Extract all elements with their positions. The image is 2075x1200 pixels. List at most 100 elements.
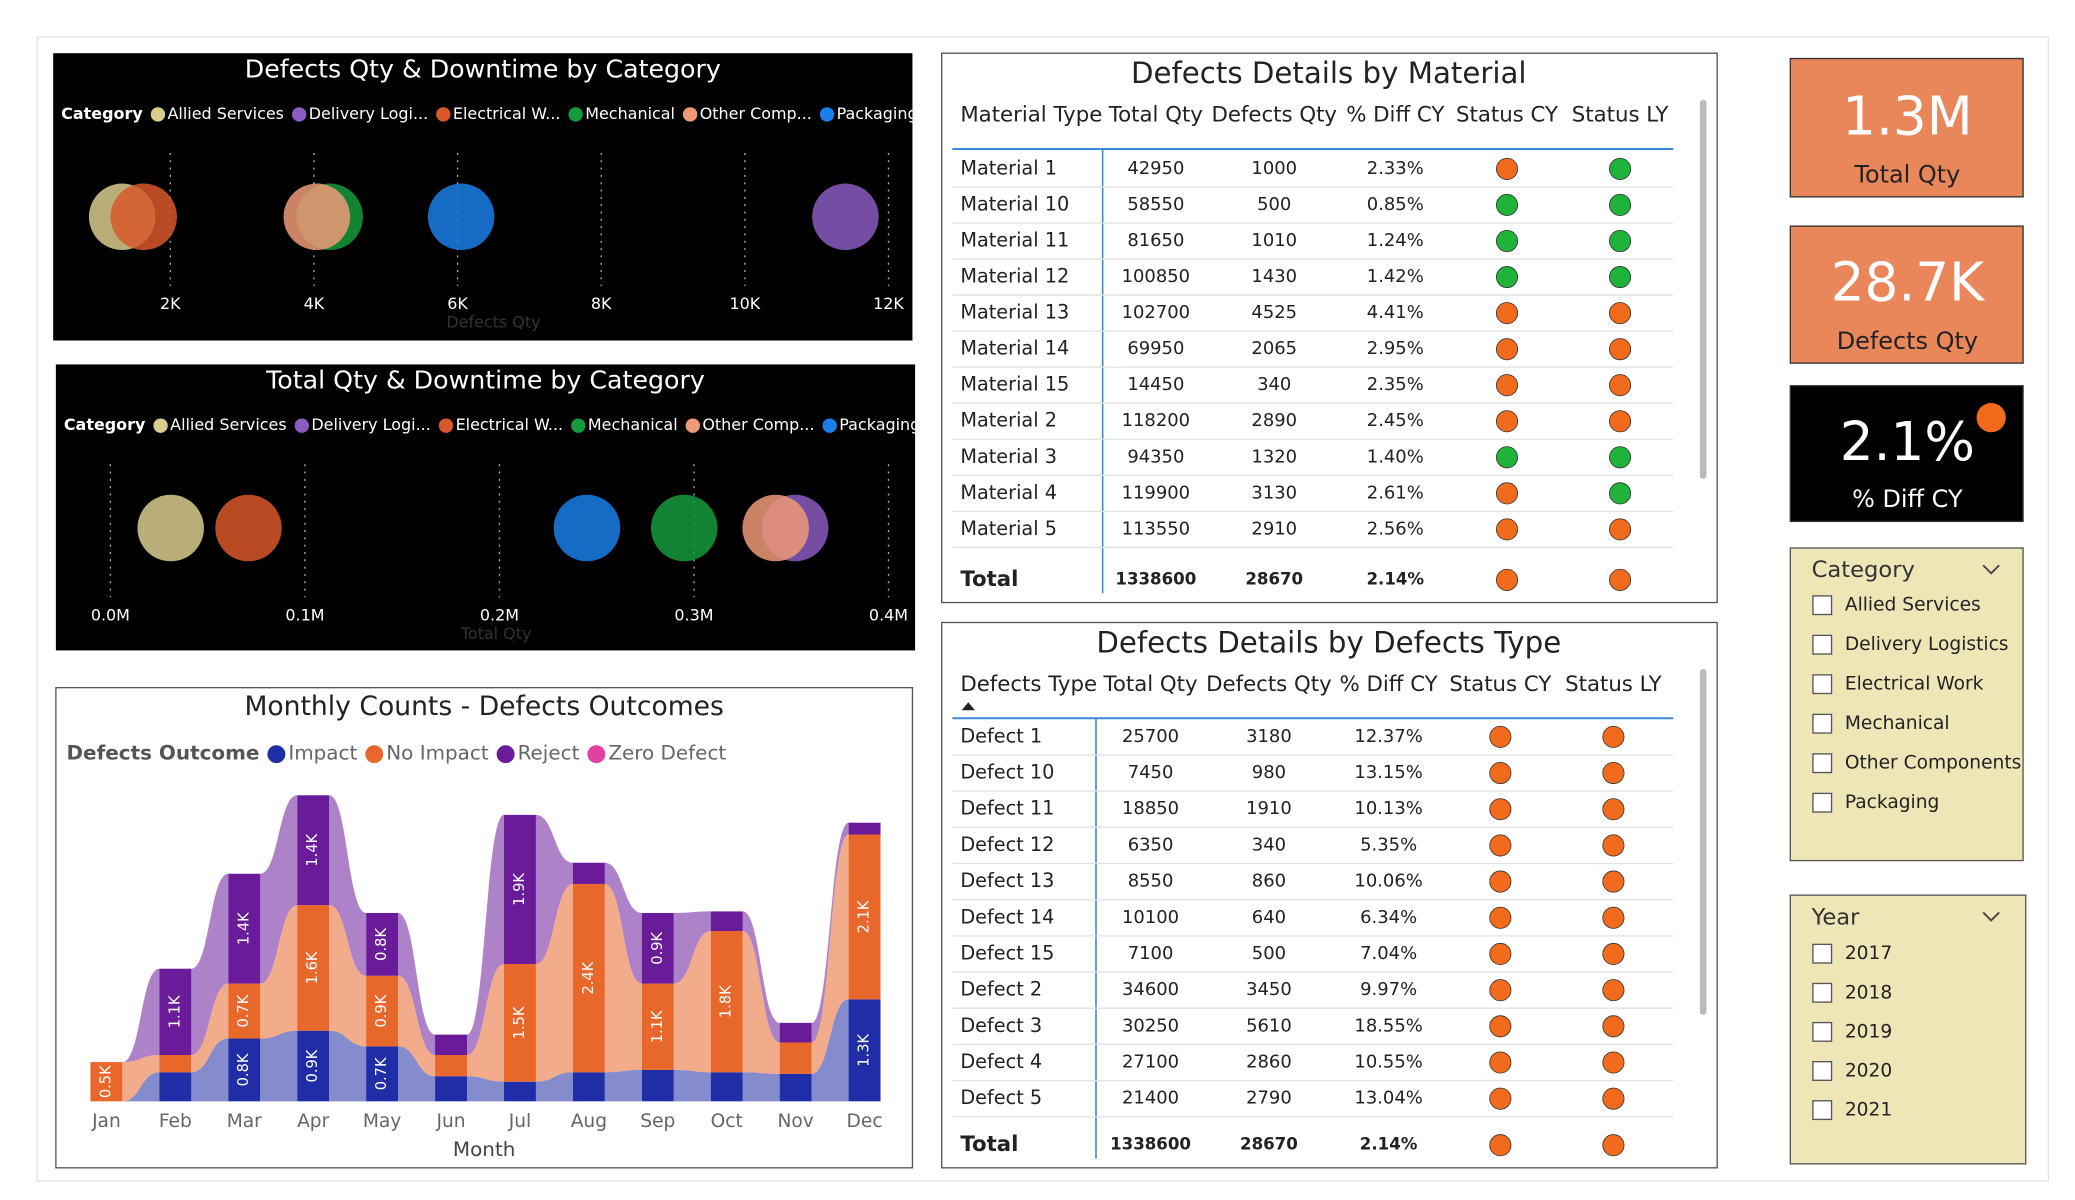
total-cell: 1338600 — [1110, 1135, 1191, 1154]
checkbox[interactable] — [1812, 674, 1833, 695]
column-header[interactable]: Status CY — [1449, 672, 1552, 697]
checkbox[interactable] — [1812, 634, 1833, 655]
table-cell: 30250 — [1122, 1015, 1179, 1036]
table-cell: 8550 — [1128, 871, 1174, 892]
column-header[interactable]: Defects Type — [960, 672, 1097, 697]
slicer-item[interactable]: Delivery Logistics — [1845, 634, 2009, 655]
table-title: Defects Details by Defects Type — [1096, 625, 1561, 659]
ribbon — [604, 1069, 642, 1102]
status-icon — [1609, 568, 1632, 591]
ribbon — [811, 822, 849, 1043]
bubble — [812, 183, 879, 251]
slicer-item[interactable]: Electrical Work — [1845, 674, 1984, 695]
legend-marker — [568, 107, 583, 122]
column-header[interactable]: Defects Qty — [1211, 103, 1337, 128]
ribbon — [604, 883, 642, 1073]
slicer-item[interactable]: 2019 — [1845, 1021, 1892, 1042]
table-cell: Defect 14 — [960, 905, 1054, 928]
table-cell: 3130 — [1251, 482, 1297, 503]
column-header[interactable]: % Diff CY — [1340, 672, 1439, 697]
ribbon-segment — [90, 1062, 123, 1102]
total-cell: Total — [960, 567, 1018, 592]
table-cell: 1000 — [1251, 158, 1297, 179]
slicer-item[interactable]: Packaging — [1845, 792, 1939, 813]
table-cell: 2910 — [1251, 518, 1297, 539]
ribbon — [673, 1069, 711, 1102]
slicer-item[interactable]: 2017 — [1845, 943, 1892, 964]
ribbon-segment — [710, 911, 743, 932]
checkbox[interactable] — [1812, 753, 1833, 774]
checkbox[interactable] — [1812, 595, 1833, 616]
status-icon — [1489, 1134, 1512, 1157]
legend-marker — [496, 745, 515, 764]
legend-title: Category — [64, 415, 146, 434]
x-tick-label: Aug — [571, 1111, 607, 1132]
ribbon-segment — [641, 1069, 674, 1102]
table-cell: Material 11 — [960, 229, 1069, 252]
status-icon — [1495, 482, 1519, 505]
kpi-value: 2.1% — [1840, 411, 1975, 473]
slicer-item[interactable]: Allied Services — [1845, 595, 1981, 616]
column-header[interactable]: Status LY — [1572, 103, 1670, 128]
legend-label: Electrical W... — [456, 415, 564, 434]
checkbox[interactable] — [1812, 1021, 1833, 1042]
ribbon-segment — [159, 1072, 192, 1102]
column-header[interactable]: Status CY — [1456, 103, 1559, 128]
ribbon-segment — [779, 1073, 812, 1102]
slicer-dropdown[interactable] — [1982, 911, 2000, 922]
column-header[interactable]: Defects Qty — [1206, 672, 1332, 697]
ribbon-segment — [366, 912, 399, 976]
status-icon — [1495, 157, 1519, 180]
legend-label: Other Comp... — [700, 104, 812, 123]
slicer-item[interactable]: 2020 — [1845, 1060, 1892, 1081]
scrollbar[interactable] — [1699, 99, 1707, 479]
ribbon-segment — [366, 975, 399, 1047]
ribbon-segment — [503, 963, 536, 1082]
slicer-item[interactable]: Other Components — [1845, 753, 2022, 774]
legend-marker — [819, 107, 835, 122]
table-cell: 7450 — [1128, 762, 1174, 783]
table-cell: 9.97% — [1360, 979, 1417, 1000]
checkbox[interactable] — [1812, 982, 1833, 1003]
slicer-title: Category — [1812, 557, 1915, 583]
slicer-item[interactable]: Mechanical — [1845, 713, 1950, 734]
checkbox[interactable] — [1812, 792, 1833, 813]
slicer-dropdown[interactable] — [1982, 564, 2000, 575]
status-icon — [1602, 942, 1625, 965]
column-header[interactable]: % Diff CY — [1346, 103, 1445, 128]
checkbox[interactable] — [1812, 713, 1833, 734]
x-tick-label: 12K — [873, 294, 904, 313]
ribbon — [466, 963, 504, 1082]
column-header[interactable]: Status LY — [1565, 672, 1663, 697]
sort-indicator[interactable] — [961, 702, 975, 711]
status-icon — [1602, 762, 1625, 785]
legend-label: Mechanical — [588, 415, 678, 434]
column-header[interactable]: Total Qty — [1102, 672, 1197, 697]
x-tick-label: 0.4M — [869, 605, 908, 624]
table-cell: 3180 — [1246, 726, 1292, 747]
checkbox[interactable] — [1812, 1100, 1833, 1121]
column-header[interactable]: Total Qty — [1108, 103, 1203, 128]
ribbon-segment — [435, 1055, 467, 1077]
ribbon — [260, 905, 298, 1039]
table-cell: 5.35% — [1360, 834, 1417, 855]
checkbox[interactable] — [1812, 1061, 1833, 1081]
scrollbar[interactable] — [1699, 669, 1707, 1015]
table-cell: 13.04% — [1354, 1088, 1422, 1109]
status-icon — [1495, 229, 1519, 253]
total-cell: 2.14% — [1366, 569, 1424, 588]
status-icon — [1609, 229, 1632, 253]
slicer-item[interactable]: 2018 — [1845, 982, 1892, 1003]
slicer-item[interactable]: 2021 — [1845, 1100, 1892, 1121]
x-tick-label: 2K — [160, 294, 181, 313]
checkbox[interactable] — [1812, 943, 1833, 964]
column-header[interactable]: Material Type — [960, 103, 1102, 128]
data-label: 2.4K — [580, 961, 597, 994]
table-cell: 6.34% — [1360, 907, 1417, 928]
ribbon — [398, 1046, 436, 1102]
ribbon-segment — [159, 1055, 192, 1073]
kpi-value: 1.3M — [1842, 85, 1972, 147]
legend-title: Category — [61, 104, 143, 123]
legend-marker — [436, 107, 451, 122]
